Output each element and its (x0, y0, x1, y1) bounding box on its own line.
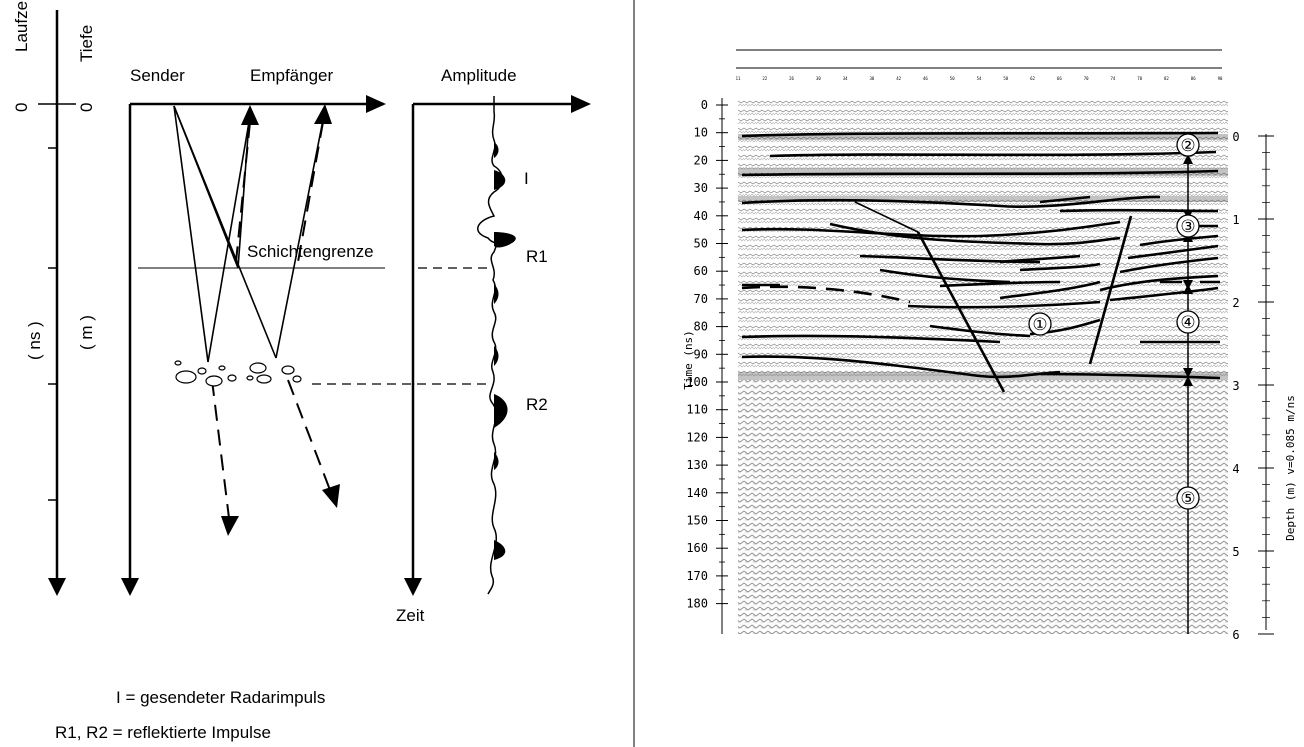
trace-number: 50 (950, 76, 955, 81)
depth-axis-title: Depth (m) v=0.085 m/ns (1284, 395, 1297, 541)
transmit-arrow-icon (221, 516, 239, 536)
trace-number: 26 (789, 76, 794, 81)
gpr-radargram: 11 22 26 30 34 38 42 46 50 54 58 62 66 70 74 78 82 86 90 (682, 49, 1297, 642)
trace-number: 90 (1218, 76, 1223, 81)
surface-arrow-icon (366, 95, 386, 113)
time-tick-label: 140 (686, 486, 708, 500)
trace-number: 34 (843, 76, 848, 81)
zeit-label: Zeit (396, 606, 425, 625)
unit-time-label: ( ns ) (25, 321, 44, 360)
sender-label: Sender (130, 66, 185, 85)
time-tick-label: 90 (694, 347, 708, 361)
time-tick-label: 20 (694, 153, 708, 167)
trace-number: 42 (896, 76, 901, 81)
trace-number: 58 (1003, 76, 1008, 81)
ray-arrow-icon (314, 104, 332, 124)
time-tick-label: 40 (694, 209, 708, 223)
time-tick-label: 70 (694, 292, 708, 306)
time-tick-label: 100 (686, 375, 708, 389)
trace-number: 11 (736, 76, 741, 81)
trace-number: 82 (1164, 76, 1169, 81)
empfaenger-label: Empfänger (250, 66, 333, 85)
depth-tick-label: 6 (1232, 628, 1239, 642)
transmit-arrow-icon (322, 484, 340, 508)
trace-number: 22 (762, 76, 767, 81)
trace-number: 78 (1137, 76, 1142, 81)
unit-marker-3: ③ (1180, 217, 1195, 236)
trace-number: 38 (869, 76, 874, 81)
pulse-i-label: I (524, 169, 529, 188)
depth-tick-label: 3 (1232, 379, 1239, 393)
trace-number: 86 (1191, 76, 1196, 81)
time-tick-label: 0 (701, 98, 708, 112)
time-tick-label: 130 (686, 458, 708, 472)
tiefe-label: Tiefe (77, 25, 96, 62)
time-tick-label: 50 (694, 237, 708, 251)
unit-marker-5: ⑤ (1180, 489, 1195, 508)
left-schematic: Laufzeit Tiefe 0 0 ( ns ) ( m ) Sender E… (12, 0, 591, 742)
axis-arrow-icon (48, 578, 66, 596)
zero-depth-label: 0 (77, 103, 96, 112)
zero-time-label: 0 (12, 103, 31, 112)
depth-tick-label: 1 (1232, 213, 1239, 227)
schichtengrenze-label: Schichtengrenze (247, 242, 374, 261)
unit-marker-2: ② (1180, 136, 1195, 155)
time-tick-label: 30 (694, 181, 708, 195)
ray-paths (173, 105, 324, 363)
trace-number: 30 (816, 76, 821, 81)
waveform-lobes (494, 142, 516, 560)
unit-markers: ① ② ③ ④ ⑤ (1028, 133, 1200, 510)
transmitted-rays (211, 121, 331, 519)
interpreted-reflectors (741, 131, 1221, 380)
time-tick-label: 120 (686, 430, 708, 444)
depth-tick-label: 4 (1232, 462, 1239, 476)
time-axis-title: Time (ns) (682, 330, 695, 390)
amplitude-arrow-icon (571, 95, 591, 113)
trace-number: 46 (923, 76, 928, 81)
boulders (174, 360, 302, 387)
time-tick-label: 170 (686, 569, 708, 583)
fault-line (1088, 215, 1133, 365)
r2-label: R2 (526, 395, 548, 414)
ground-arrow-icon (121, 578, 139, 596)
trace-number: 54 (977, 76, 982, 81)
depth-axis-ticks: 0 1 2 3 4 5 6 (1232, 130, 1274, 642)
legend-line-2: R1, R2 = reflektierte Impulse (55, 723, 271, 742)
time-tick-label: 180 (686, 597, 708, 611)
time-tick-label: 60 (694, 264, 708, 278)
depth-tick-label: 2 (1232, 296, 1239, 310)
zeit-arrow-icon (404, 578, 422, 596)
time-tick-label: 80 (694, 320, 708, 334)
time-tick-label: 10 (694, 126, 708, 140)
r1-label: R1 (526, 247, 548, 266)
trace-number: 74 (1110, 76, 1115, 81)
legend-line-1: I = gesendeter Radarimpuls (116, 688, 325, 707)
unit-marker-1: ① (1032, 315, 1047, 334)
ray-arrow-icon (241, 105, 259, 125)
time-tick-label: 150 (686, 514, 708, 528)
depth-tick-label: 0 (1232, 130, 1239, 144)
trace-number: 66 (1057, 76, 1062, 81)
fault-line (916, 231, 1006, 393)
depth-tick-label: 5 (1232, 545, 1239, 559)
amplitude-label: Amplitude (441, 66, 517, 85)
unit-depth-label: ( m ) (77, 315, 96, 350)
laufzeit-label: Laufzeit (12, 0, 31, 52)
trace-number: 62 (1030, 76, 1035, 81)
trace-number-row: 11 22 26 30 34 38 42 46 50 54 58 62 66 70 74 78 82 86 90 (736, 76, 1223, 81)
time-axis-ticks: 0 10 20 30 40 50 60 70 80 90 100 110 120 130 140 150 160… (686, 98, 728, 611)
time-tick-label: 110 (686, 403, 708, 417)
time-tick-label: 160 (686, 541, 708, 555)
unit-marker-4: ④ (1180, 313, 1195, 332)
radar-waveform (477, 96, 503, 595)
trace-number: 70 (1084, 76, 1089, 81)
